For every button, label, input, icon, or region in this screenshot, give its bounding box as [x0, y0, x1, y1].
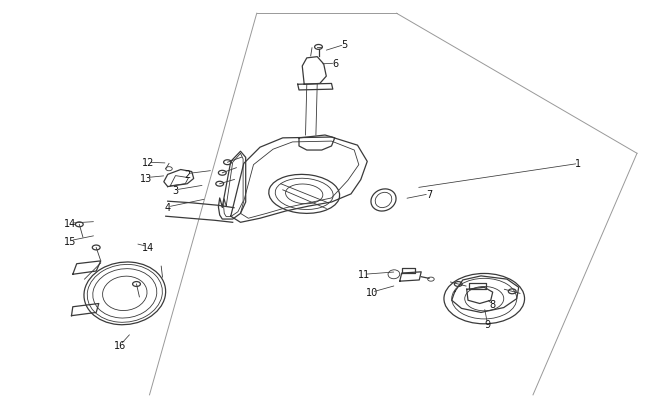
Text: 3: 3 [172, 185, 179, 195]
Text: 11: 11 [358, 270, 370, 279]
Text: 15: 15 [64, 236, 77, 246]
Text: 14: 14 [142, 242, 154, 252]
Text: 10: 10 [366, 288, 378, 297]
Text: 5: 5 [341, 40, 348, 50]
Text: 12: 12 [142, 158, 155, 168]
Text: 6: 6 [332, 59, 339, 69]
Text: 8: 8 [489, 300, 496, 309]
Text: 2: 2 [184, 169, 190, 179]
Text: 13: 13 [140, 173, 151, 183]
Text: 7: 7 [426, 190, 432, 199]
Text: 16: 16 [114, 340, 126, 350]
Text: 4: 4 [164, 202, 171, 212]
Text: 9: 9 [484, 319, 491, 329]
Text: 14: 14 [64, 219, 76, 228]
Text: 1: 1 [575, 159, 582, 169]
